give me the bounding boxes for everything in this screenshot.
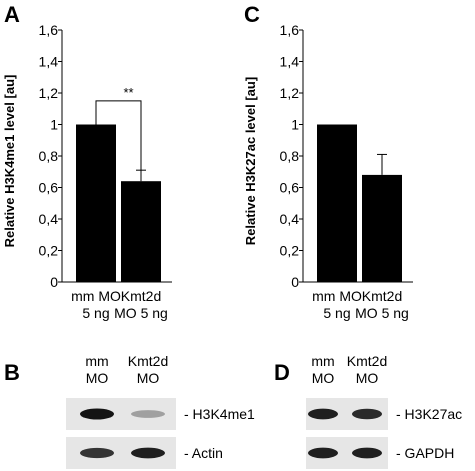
chart-c: Relative H3K27ac level [au] 0 0,2 0,4 0,6 0,8… [243, 22, 413, 321]
blot-d-band [352, 447, 382, 459]
panel-label-d: D [274, 360, 290, 385]
chart-c-category-label: 5 ng [323, 305, 350, 321]
blot-b-row-label: - H3K4me1 [184, 406, 255, 422]
chart-c-ytick-label: 1,6 [280, 22, 300, 38]
chart-a: Relative H3K4me1 level [au] 0 0,2 0,4 0,6 0,8… [2, 22, 172, 321]
chart-a-ytick-label: 1,6 [39, 22, 59, 38]
chart-a-ytick-label: 0 [50, 274, 58, 290]
blot-d-lane-label: MO [312, 370, 335, 386]
blot-d-band [352, 408, 382, 420]
blot-b-lane-label: MO [86, 370, 109, 386]
blot-b-lane-label: MO [137, 370, 160, 386]
blot-b-row-label: - Actin [184, 445, 223, 461]
blot-d-band [308, 408, 338, 420]
chart-c-ytick-label: 1 [291, 117, 299, 133]
chart-c-category-label: MO 5 ng [355, 305, 409, 321]
chart-a-ytick-label: 0,2 [39, 243, 59, 259]
blot-d-row-label: - GAPDH [396, 445, 454, 461]
chart-c-bar [362, 174, 402, 282]
chart-c-ytick-label: 0,6 [280, 180, 300, 196]
chart-c-ytick-label: 1,4 [280, 54, 300, 70]
chart-c-ytick-label: 1,2 [280, 85, 300, 101]
panel-label-b: B [4, 360, 20, 385]
chart-a-ylabel: Relative H3K4me1 level [au] [2, 75, 17, 248]
chart-c-bar [317, 124, 357, 282]
chart-a-ytick-label: 0,8 [39, 148, 59, 164]
chart-a-ytick-label: 1,2 [39, 85, 59, 101]
chart-a-ytick-label: 1 [50, 117, 58, 133]
chart-a-ytick-label: 0,6 [39, 180, 59, 196]
blot-d-lane-label: MO [356, 370, 379, 386]
chart-a-category-label: MO 5 ng [114, 305, 168, 321]
chart-a-category-label: 5 ng [82, 305, 109, 321]
blot-b-band [80, 447, 114, 459]
chart-a-significance-bracket [95, 100, 142, 171]
chart-c-ytick-label: 0,2 [280, 243, 300, 259]
panel-label-a: A [4, 2, 20, 27]
blot-b-lane-label: Kmt2d [128, 353, 168, 369]
chart-c-ytick-label: 0 [291, 274, 299, 290]
blot-d-lane-label: mm [311, 353, 334, 369]
panel-label-c: C [244, 2, 260, 27]
blot-b-band [80, 408, 114, 420]
chart-c-ytick-label: 0,8 [280, 148, 300, 164]
chart-c-category-label: mm MO [312, 288, 362, 304]
chart-c-ytick-label: 0,4 [280, 211, 300, 227]
chart-c-category-label: Kmt2d [362, 288, 402, 304]
chart-a-ytick-label: 0,4 [39, 211, 59, 227]
chart-a-bar [76, 124, 116, 282]
chart-a-bar [121, 181, 161, 282]
chart-a-significance-label: ** [123, 85, 133, 100]
blot-d-row-label: - H3K27ac [396, 406, 462, 422]
chart-a-category-label: Kmt2d [121, 288, 161, 304]
chart-a-category-label: mm MO [71, 288, 121, 304]
blot-d-band [308, 447, 338, 459]
blot-b-band [131, 447, 165, 459]
blot-d-lane-label: Kmt2d [347, 353, 387, 369]
chart-a-ytick-label: 1,4 [39, 54, 59, 70]
chart-c-ylabel: Relative H3K27ac level [au] [243, 77, 258, 245]
blot-b-lane-label: mm [85, 353, 108, 369]
blot-b-band [131, 410, 165, 418]
